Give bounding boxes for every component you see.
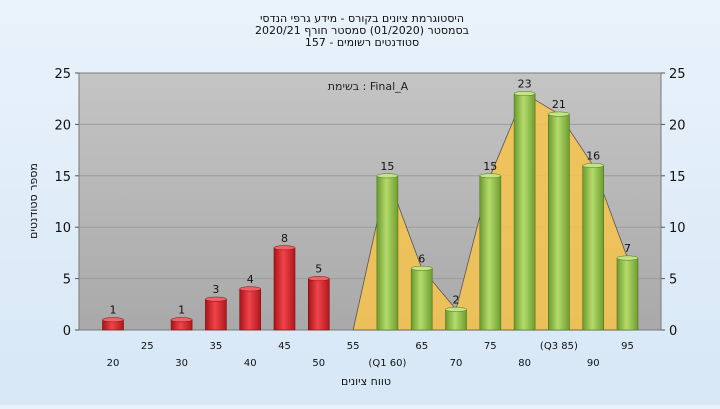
y-tick-label: 10 bbox=[54, 221, 71, 236]
bar-cap bbox=[102, 317, 124, 323]
y-axis-left-ticks: 0 5 10 15 20 25 bbox=[54, 67, 79, 339]
y-tick-label: 25 bbox=[669, 67, 686, 82]
bar-cap bbox=[170, 317, 193, 323]
histogram-bar bbox=[273, 247, 296, 331]
histogram-bar bbox=[479, 175, 502, 331]
histogram-bar bbox=[548, 113, 570, 331]
bar-cap bbox=[616, 255, 639, 261]
bar-cap bbox=[273, 245, 296, 251]
y-tick-label: 15 bbox=[54, 170, 71, 185]
histogram-bar bbox=[410, 268, 433, 331]
bar-value-label: 8 bbox=[281, 232, 288, 245]
x-tick-label: 55 bbox=[347, 341, 360, 352]
y-tick-label: 20 bbox=[669, 118, 686, 133]
x-tick-label: 65 bbox=[415, 341, 428, 352]
bar-value-label: 1 bbox=[178, 304, 185, 317]
bar-value-label: 16 bbox=[586, 150, 600, 163]
x-tick-label: 70 bbox=[450, 358, 463, 369]
chart-title-line-3: סטודנטים רשומים - 157 bbox=[305, 36, 419, 49]
bar-value-label: 1 bbox=[110, 304, 117, 317]
x-tick-label: 30 bbox=[175, 358, 188, 369]
bar-cap bbox=[513, 91, 536, 97]
x-tick-label: (Q1 60) bbox=[368, 358, 406, 369]
y-tick-label: 0 bbox=[669, 324, 677, 339]
y-tick-label: 10 bbox=[669, 221, 686, 236]
y-axis-label: מספר סטודנטים bbox=[27, 163, 40, 239]
bar-value-label: 23 bbox=[518, 78, 532, 91]
bar-value-label: 4 bbox=[247, 273, 254, 286]
bar-value-labels: 1 1 3 4 8 5 15 6 2 15 23 21 16 7 bbox=[110, 78, 632, 317]
chart-title-line-1: היסטוגרמת ציונים בקורס - מידע גרפי הנדסי bbox=[260, 12, 464, 25]
y-tick-label: 5 bbox=[669, 273, 677, 288]
bar-cap bbox=[376, 173, 399, 179]
x-axis-label: טווח ציונים bbox=[341, 375, 391, 388]
bar-cap bbox=[239, 286, 261, 292]
bar-value-label: 6 bbox=[418, 252, 425, 265]
histogram-bar bbox=[239, 288, 261, 331]
y-tick-label: 15 bbox=[669, 170, 686, 185]
x-tick-label: 20 bbox=[107, 358, 120, 369]
histogram-bar bbox=[445, 309, 467, 331]
x-tick-label: (Q3 85) bbox=[540, 341, 578, 352]
x-tick-label: 75 bbox=[484, 341, 497, 352]
bar-cap bbox=[410, 265, 433, 271]
bar-cap bbox=[445, 306, 467, 312]
histogram-bar bbox=[513, 93, 536, 331]
bar-value-label: 15 bbox=[380, 160, 394, 173]
bar-cap bbox=[308, 276, 330, 282]
bar-value-label: 15 bbox=[483, 160, 497, 173]
histogram-bar bbox=[582, 165, 605, 331]
bar-cap bbox=[205, 296, 227, 302]
y-tick-label: 5 bbox=[63, 273, 71, 288]
histogram-bar bbox=[616, 257, 639, 331]
y-tick-label: 20 bbox=[54, 118, 71, 133]
x-tick-label: 35 bbox=[210, 341, 223, 352]
plot-annotation: בשימת : Final_A bbox=[328, 80, 409, 93]
bar-cap bbox=[479, 173, 502, 179]
bar-value-label: 7 bbox=[624, 242, 631, 255]
bar-value-label: 3 bbox=[212, 283, 219, 296]
y-tick-label: 0 bbox=[63, 324, 71, 339]
bar-cap bbox=[582, 163, 604, 168]
x-tick-label: 45 bbox=[278, 341, 291, 352]
x-tick-label: 25 bbox=[141, 341, 154, 352]
bar-cap bbox=[548, 111, 570, 117]
x-tick-label: 50 bbox=[312, 358, 325, 369]
y-tick-label: 25 bbox=[54, 67, 71, 82]
x-tick-label: 90 bbox=[587, 358, 600, 369]
histogram-bar bbox=[376, 175, 399, 331]
bars bbox=[102, 91, 639, 331]
x-axis-ticks: 25 35 45 55 65 75 (Q3 85) 95 20 30 40 50 (Q1 60) 70 80… bbox=[107, 341, 634, 369]
bar-value-label: 5 bbox=[315, 263, 322, 276]
bar-value-label: 2 bbox=[453, 293, 460, 306]
y-axis-right-ticks: 0 5 10 15 20 25 bbox=[661, 67, 686, 339]
x-tick-label: 40 bbox=[244, 358, 257, 369]
chart-title-line-2: בסמסטר (01/2020) סמסטר חורף 2020/21 bbox=[255, 24, 469, 37]
bar-value-label: 21 bbox=[552, 98, 566, 111]
x-tick-label: 95 bbox=[621, 341, 634, 352]
histogram-bar bbox=[205, 298, 227, 331]
histogram-bar bbox=[307, 278, 330, 331]
x-tick-label: 80 bbox=[518, 358, 531, 369]
